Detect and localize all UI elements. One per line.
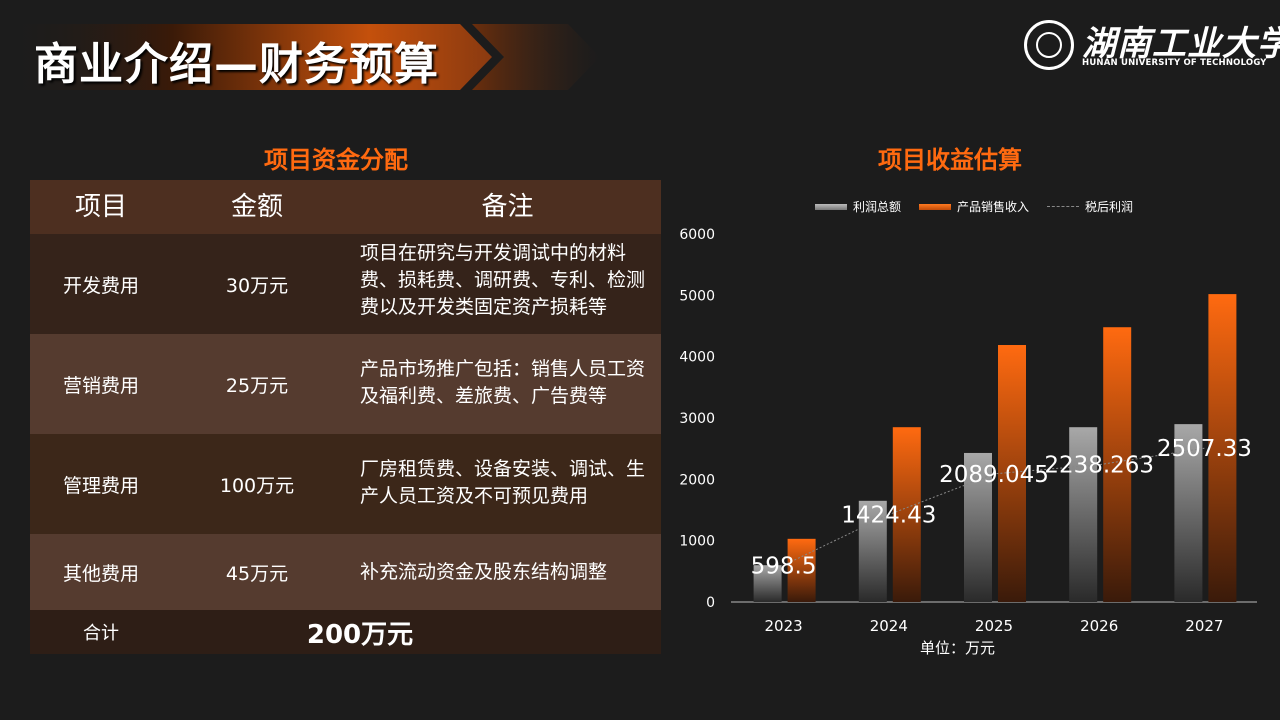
x-tick-label: 2024	[870, 617, 908, 635]
data-label-after-tax: 2089.045	[939, 462, 1049, 488]
row-name: 营销费用	[62, 374, 139, 397]
bar-sales	[787, 538, 816, 602]
chart-unit: 单位：万元	[920, 639, 996, 657]
funding-table: 项目 金额 备注 开发费用 30万元 项目在研究与开发调试中的材料费、损耗费、调…	[30, 180, 661, 654]
data-label-after-tax: 1424.43	[841, 503, 936, 529]
row-name: 其他费用	[62, 562, 139, 585]
row-note: 补充流动资金及股东结构调整	[360, 560, 608, 583]
legend-item-sales: 产品销售收入	[919, 198, 1029, 215]
row-amount: 100万元	[219, 474, 295, 497]
bar-profit	[1069, 427, 1098, 602]
data-label-after-tax: 2507.33	[1157, 436, 1252, 462]
y-tick-label: 2000	[679, 472, 715, 488]
row-amount: 25万元	[225, 374, 289, 397]
title-banner	[0, 24, 600, 90]
total-row: 合计 200万元	[30, 610, 661, 654]
legend-label: 利润总额	[853, 200, 902, 214]
row-amount: 45万元	[225, 562, 289, 585]
y-tick-label: 3000	[679, 411, 715, 427]
revenue-chart: 利润总额 产品销售收入 税后利润 0 1000 2000 3000 4000 5000 60…	[665, 180, 1280, 660]
bar-profit	[964, 452, 992, 602]
title-banner-shape	[0, 24, 600, 90]
legend-swatch	[919, 203, 951, 210]
logo-english-name: HUNAN UNIVERSITY OF TECHNOLOGY	[1082, 58, 1267, 68]
x-tick-label: 2023	[765, 617, 803, 635]
row-note: 项目在研究与开发调试中的材料费、损耗费、调研费、专利、检测费以及开发类固定资产损…	[360, 242, 646, 318]
legend-label: 税后利润	[1085, 200, 1134, 214]
bar-sales	[892, 427, 921, 602]
column-header-note: 备注	[481, 192, 534, 222]
row-amount: 30万元	[225, 274, 289, 297]
bar-profit	[753, 565, 782, 602]
logo-chinese-name: 湖南工业大学	[1082, 24, 1280, 64]
legend-swatch	[815, 203, 847, 210]
bar-sales	[998, 345, 1026, 602]
funding-section-title: 项目资金分配	[264, 146, 408, 174]
legend-item-profit: 利润总额	[815, 198, 901, 215]
x-tick-label: 2026	[1080, 617, 1118, 635]
bar-sales	[1103, 327, 1132, 602]
row-note: 产品市场推广包括：销售人员工资及福利费、差旅费、广告费等	[360, 358, 646, 407]
row-name: 管理费用	[62, 474, 139, 497]
column-header-item: 项目	[74, 192, 127, 222]
row-name: 开发费用	[62, 274, 139, 297]
total-label: 合计	[83, 623, 119, 644]
table-row: 其他费用 45万元 补充流动资金及股东结构调整	[30, 534, 661, 610]
y-tick-label: 5000	[679, 288, 715, 304]
legend-item-after-tax: 税后利润	[1047, 198, 1133, 215]
bar-profit	[1174, 424, 1203, 602]
data-label-after-tax: 598.5	[751, 553, 817, 579]
table-row: 开发费用 30万元 项目在研究与开发调试中的材料费、损耗费、调研费、专利、检测费…	[30, 234, 661, 334]
y-tick-label: 0	[706, 595, 715, 611]
table-row: 营销费用 25万元 产品市场推广包括：销售人员工资及福利费、差旅费、广告费等	[30, 334, 661, 434]
line-after-tax	[783, 447, 1205, 566]
x-tick-label: 2025	[975, 617, 1013, 635]
bar-sales	[1208, 294, 1237, 602]
column-header-amount: 金额	[230, 192, 283, 222]
x-tick-label: 2027	[1185, 617, 1223, 635]
legend-label: 产品销售收入	[957, 200, 1030, 214]
total-value: 200万元	[306, 619, 414, 650]
y-tick-label: 1000	[679, 534, 715, 550]
data-label-after-tax: 2238.263	[1044, 453, 1154, 479]
table-row: 管理费用 100万元 厂房租赁费、设备安装、调试、生产人员工资及不可预见费用	[30, 434, 661, 534]
university-logo: 湖南工业大学 HUNAN UNIVERSITY OF TECHNOLOGY	[1024, 16, 1280, 74]
university-seal-icon	[1024, 20, 1074, 70]
row-note: 厂房租赁费、设备安装、调试、生产人员工资及不可预见费用	[360, 458, 646, 507]
chart-plot: 0 1000 2000 3000 4000 5000 6000 2023 2024 2025 202…	[679, 227, 1257, 635]
page-title: 商业介绍—财务预算	[34, 39, 439, 90]
legend-swatch	[1047, 206, 1079, 207]
y-tick-label: 6000	[679, 227, 715, 243]
table-header-row: 项目 金额 备注	[30, 180, 661, 234]
revenue-section-title: 项目收益估算	[878, 146, 1022, 174]
y-tick-label: 4000	[679, 350, 715, 366]
